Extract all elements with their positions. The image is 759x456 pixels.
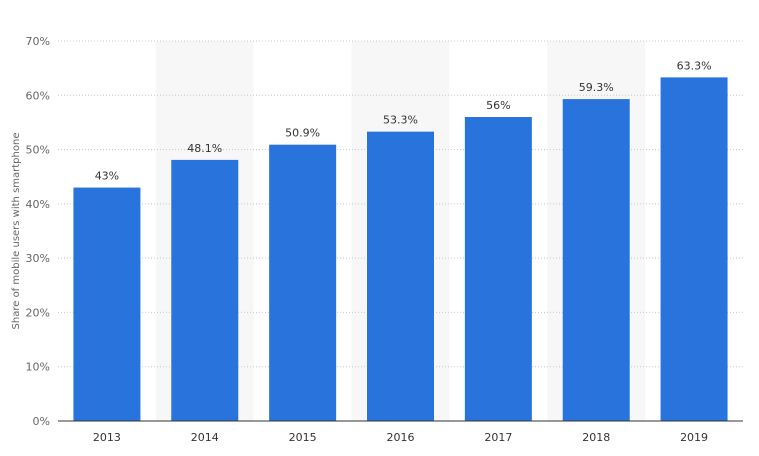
x-tick-label-2013: 2013 — [93, 431, 121, 444]
data-labels: 43% 48.1% 50.9% 53.3% 56% 59.3% 63.3% — [95, 59, 712, 182]
bar-2019[interactable] — [660, 77, 728, 421]
data-label-2014: 48.1% — [187, 142, 222, 155]
x-tick-label-2016: 2016 — [387, 431, 415, 444]
y-tick-label: 50% — [26, 144, 50, 157]
x-tick-label-2015: 2015 — [289, 431, 317, 444]
bars — [73, 77, 728, 421]
y-axis-ticks: 0% 10% 20% 30% 40% 50% 60% 70% — [26, 35, 50, 428]
bar-2013[interactable] — [73, 187, 141, 421]
y-tick-label: 60% — [26, 89, 50, 102]
x-axis-ticks: 2013 2014 2015 2016 2017 2018 2019 — [93, 431, 708, 444]
y-tick-label: 70% — [26, 35, 50, 48]
bar-2018[interactable] — [562, 99, 630, 421]
bar-2016[interactable] — [367, 131, 434, 421]
data-label-2016: 53.3% — [383, 114, 418, 127]
data-label-2013: 43% — [95, 170, 119, 183]
y-tick-label: 20% — [26, 306, 50, 319]
data-label-2015: 50.9% — [285, 127, 320, 140]
bar-2015[interactable] — [269, 144, 337, 421]
y-axis-label: Share of mobile users with smartphone — [11, 133, 22, 330]
y-tick-label: 40% — [26, 198, 50, 211]
data-label-2017: 56% — [486, 99, 510, 112]
y-tick-label: 0% — [33, 415, 50, 428]
data-label-2019: 63.3% — [677, 59, 712, 72]
data-label-2018: 59.3% — [579, 81, 614, 94]
y-tick-label: 10% — [26, 361, 50, 374]
bar-2014[interactable] — [171, 159, 239, 421]
x-tick-label-2017: 2017 — [484, 431, 512, 444]
x-tick-label-2014: 2014 — [191, 431, 219, 444]
bar-2017[interactable] — [464, 117, 532, 421]
x-tick-label-2018: 2018 — [582, 431, 610, 444]
y-tick-label: 30% — [26, 252, 50, 265]
x-tick-label-2019: 2019 — [680, 431, 708, 444]
